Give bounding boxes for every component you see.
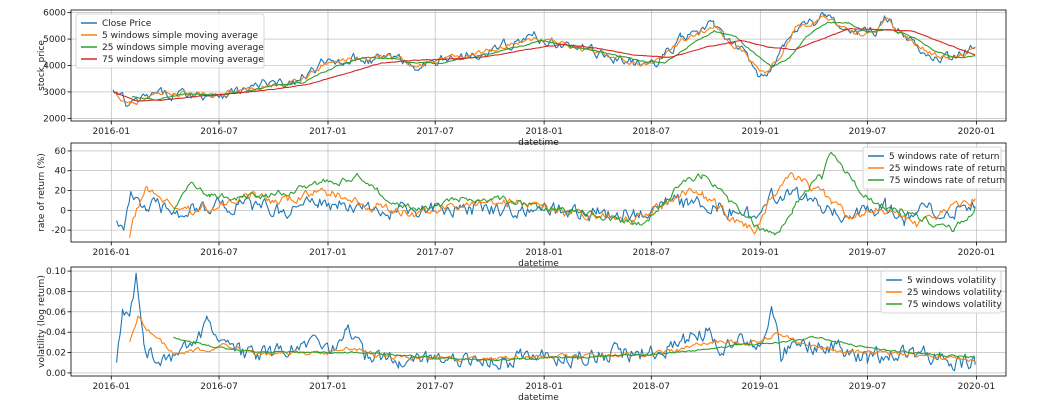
plot-frame (70, 142, 1007, 243)
x-tick-label: 2017-01 (309, 127, 347, 137)
x-tick-label: 2019-01 (741, 248, 779, 258)
legend-label-1: 25 windows rate of return (889, 164, 1005, 174)
y-tick-label: 0.06 (46, 308, 66, 318)
x-tick-label: 2016-07 (200, 248, 238, 258)
y-axis-label: rate of return (%) (37, 153, 47, 232)
y-tick-label: 0 (60, 206, 66, 216)
x-tick-label: 2016-01 (92, 127, 130, 137)
x-axis-label: datetime (518, 259, 559, 269)
x-tick-label: 2016-07 (200, 127, 238, 137)
y-tick-label: 5000 (43, 35, 66, 45)
x-tick-label: 2017-01 (309, 382, 347, 392)
legend-label-0: Close Price (102, 19, 152, 29)
x-axis-label: datetime (518, 393, 559, 403)
x-tick-label: 2018-07 (632, 248, 670, 258)
x-tick-label: 2020-01 (958, 382, 996, 392)
y-tick-label: 0.08 (46, 287, 66, 297)
x-tick-label: 2020-01 (958, 127, 996, 137)
series-lines (116, 151, 976, 238)
return-panel: 2016-01 2016-07 2017-01 2017-07 2018-01 2018-… (37, 142, 1007, 269)
volatility-panel: 2016-01 2016-07 2017-01 2017-07 2018-01 2018-… (37, 266, 1007, 403)
x-tick-label: 2016-01 (92, 248, 130, 258)
x-tick-label: 2016-07 (200, 382, 238, 392)
x-tick-label: 2017-07 (416, 382, 454, 392)
legend: Close Price 5 windows simple moving avera… (75, 13, 265, 69)
series-line-1 (129, 172, 976, 238)
y-tick-label: 4000 (43, 62, 66, 72)
series-line-2 (131, 21, 976, 101)
x-tick-label: 2019-07 (849, 127, 887, 137)
legend-label-3: 75 windows simple moving average (102, 55, 264, 65)
series-line-1 (129, 315, 976, 363)
x-tick-label: 2019-01 (741, 127, 779, 137)
legend-label-0: 5 windows volatility (907, 276, 997, 286)
series-line-3 (112, 28, 976, 102)
legend-label-0: 5 windows rate of return (889, 152, 999, 162)
series-lines (116, 272, 976, 372)
y-tick-label: 0.02 (46, 349, 66, 359)
legend-box (862, 146, 1002, 190)
y-tick-label: 60 (55, 147, 67, 157)
plot-frame (70, 266, 1007, 377)
price-panel: 2016-01 2016-07 2017-01 2017-07 2018-01 2018-… (37, 9, 1007, 148)
y-tick-label: 0.00 (46, 369, 66, 379)
y-tick-label: -20 (51, 226, 66, 236)
series-line-0 (112, 11, 976, 107)
legend: 5 windows volatility 25 windows volatilit… (880, 270, 1002, 314)
x-tick-label: 2019-01 (741, 382, 779, 392)
y-axis-label: stock_price (37, 40, 47, 91)
y-tick-label: 40 (55, 167, 67, 177)
x-tick-label: 2017-07 (416, 248, 454, 258)
x-tick-label: 2018-07 (632, 127, 670, 137)
series-lines (112, 11, 976, 107)
x-tick-label: 2016-01 (92, 382, 130, 392)
legend-label-2: 75 windows volatility (907, 300, 1002, 310)
y-axis-label: volatility (log return) (37, 275, 47, 368)
series-line-0 (116, 272, 976, 372)
series-line-1 (114, 15, 976, 106)
legend: 5 windows rate of return 25 windows rate … (862, 146, 1005, 190)
x-tick-label: 2020-01 (958, 248, 996, 258)
legend-label-2: 75 windows rate of return (889, 176, 1005, 186)
series-line-2 (173, 335, 976, 362)
legend-label-2: 25 windows simple moving average (102, 43, 264, 53)
y-tick-label: 0.10 (46, 267, 66, 277)
x-tick-label: 2017-07 (416, 127, 454, 137)
x-tick-label: 2019-07 (849, 382, 887, 392)
legend-label-1: 5 windows simple moving average (102, 31, 259, 41)
legend-box (75, 13, 265, 69)
legend-label-1: 25 windows volatility (907, 288, 1002, 298)
series-line-0 (116, 186, 976, 231)
series-line-2 (172, 151, 976, 236)
x-tick-label: 2019-07 (849, 248, 887, 258)
y-tick-label: 3000 (43, 88, 66, 98)
x-tick-label: 2018-01 (525, 382, 563, 392)
x-tick-label: 2018-01 (525, 248, 563, 258)
y-tick-label: 6000 (43, 9, 66, 19)
x-tick-label: 2017-01 (309, 248, 347, 258)
y-tick-label: 2000 (43, 114, 66, 124)
y-tick-label: 0.04 (46, 328, 66, 338)
x-tick-label: 2018-07 (632, 382, 670, 392)
x-tick-label: 2018-01 (525, 127, 563, 137)
y-tick-label: 20 (55, 187, 67, 197)
legend-box (880, 270, 1002, 314)
